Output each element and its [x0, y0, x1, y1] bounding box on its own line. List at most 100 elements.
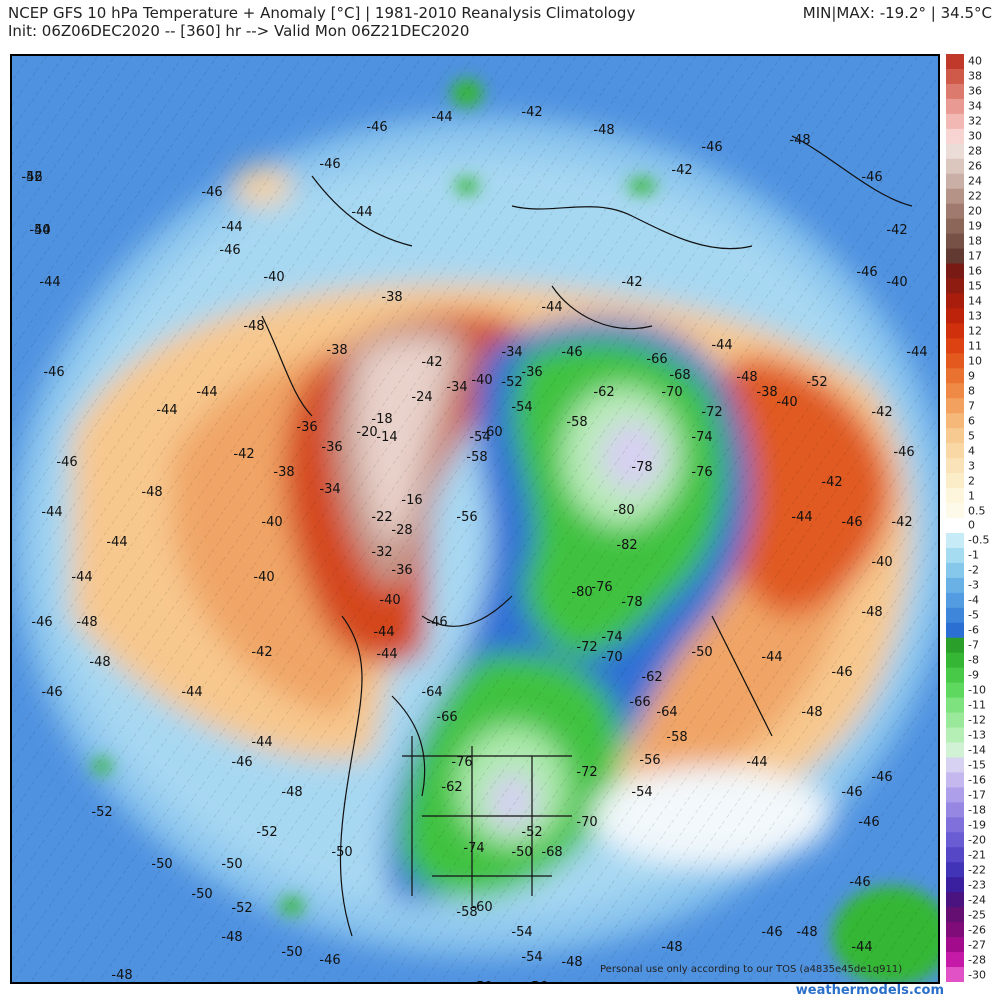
contour-label: -42 [251, 645, 272, 660]
contour-label: -48 [76, 615, 97, 630]
contour-label: -50 [191, 887, 212, 902]
contour-label: -40 [886, 275, 907, 290]
contour-label: -46 [201, 185, 222, 200]
contour-label: -62 [641, 670, 662, 685]
contour-label: -40 [263, 270, 284, 285]
contour-label: -40 [776, 395, 797, 410]
colorbar-label: 14 [968, 294, 982, 308]
colorbar-label: 28 [968, 144, 982, 158]
colorbar-swatch [946, 143, 964, 160]
contour-label: -44 [29, 223, 50, 238]
contour-label: -40 [261, 515, 282, 530]
contour-label: -32 [371, 545, 392, 560]
contour-label: -46 [426, 615, 447, 630]
contour-label: -46 [841, 785, 862, 800]
map-canvas: -46 -44 -44 -46 -46 -44 -44 -46 -48 -48 -46 -44 -48 -… [12, 56, 938, 982]
colorbar-label: 2 [968, 474, 975, 488]
colorbar-label: 1 [968, 489, 975, 503]
contour-label: -44 [791, 510, 812, 525]
contour-label: -48 [661, 940, 682, 955]
colorbar-swatch [946, 413, 964, 429]
contour-label: -74 [601, 630, 622, 645]
colorbar-swatch [946, 488, 964, 504]
colorbar-swatch [946, 278, 964, 294]
contour-label: -44 [431, 110, 452, 125]
contour-label: -72 [701, 405, 722, 420]
colorbar-label: -5 [968, 608, 979, 622]
contour-label: -44 [251, 735, 272, 750]
colorbar-swatch [946, 922, 964, 938]
contour-label: -58 [456, 905, 477, 920]
contour-label: -46 [231, 755, 252, 770]
contour-label: -44 [851, 940, 872, 955]
contour-label: -80 [571, 585, 592, 600]
colorbar-label: -26 [968, 923, 986, 937]
contour-labels: -46 -44 -44 -46 -46 -44 -44 -46 -48 -48 -46 -44 -48 -… [21, 105, 927, 982]
contour-label: -54 [631, 785, 652, 800]
colorbar-swatch [946, 188, 964, 205]
contour-label: -54 [469, 430, 490, 445]
contour-label: -46 [701, 140, 722, 155]
colorbar-swatch [946, 772, 964, 788]
contour-label: -78 [621, 595, 642, 610]
contour-label: -54 [511, 400, 532, 415]
colorbar-label: 0 [968, 518, 975, 532]
colorbar-swatch [946, 158, 964, 175]
contour-label: -44 [761, 650, 782, 665]
contour-label: -48 [561, 955, 582, 970]
contour-label: -50 [511, 845, 532, 860]
colorbar-label: 16 [968, 264, 982, 278]
colorbar-label: 19 [968, 219, 982, 233]
contour-label: -56 [456, 510, 477, 525]
colorbar-label: -1 [968, 548, 979, 562]
colorbar-swatch [946, 128, 964, 145]
contour-label: -38 [273, 465, 294, 480]
contour-label: -18 [371, 412, 392, 427]
colorbar-label: -17 [968, 788, 986, 802]
contour-label: -46 [366, 120, 387, 135]
contour-label: -44 [906, 345, 927, 360]
colorbar-swatch [946, 562, 964, 579]
colorbar-swatch [946, 967, 964, 982]
contour-label: -38 [756, 385, 777, 400]
colorbar-label: -18 [968, 803, 986, 817]
colorbar-label: -10 [968, 683, 986, 697]
colorbar-label: -25 [968, 908, 986, 922]
colorbar-swatch [946, 907, 964, 923]
colorbar-swatch [946, 532, 964, 549]
contour-label: -58 [466, 450, 487, 465]
brand-link[interactable]: weathermodels.com [795, 983, 944, 998]
colorbar-swatch [946, 832, 964, 848]
colorbar-swatch [946, 847, 964, 863]
colorbar-swatch [946, 802, 964, 818]
colorbar-label: 30 [968, 129, 982, 143]
colorbar-swatch [946, 937, 964, 953]
colorbar-swatch [946, 233, 964, 250]
map-run-info: Init: 06Z06DEC2020 -- [360] hr --> Valid… [8, 22, 470, 40]
colorbar-label: -2 [968, 563, 979, 577]
colorbar-label: 9 [968, 369, 975, 383]
contour-label: -36 [296, 420, 317, 435]
contour-label: -44 [196, 385, 217, 400]
contour-label: -54 [521, 950, 542, 965]
colorbar-swatch [946, 68, 964, 85]
contour-label: -48 [281, 785, 302, 800]
contour-label: -46 [561, 345, 582, 360]
colorbar-label: 8 [968, 384, 975, 398]
contour-label: -52 [521, 825, 542, 840]
colorbar-swatch [946, 607, 964, 624]
colorbar-label: -28 [968, 953, 986, 967]
colorbar-labels: 40 38 36 34 32 30 28 26 24 22 20 19 18 17 16 15 14 13 12 11… [968, 54, 998, 982]
contour-label: -50 [471, 980, 492, 982]
contour-label: -70 [576, 815, 597, 830]
contour-label: -50 [221, 857, 242, 872]
contour-label: -52 [806, 375, 827, 390]
colorbar-swatch [946, 368, 964, 384]
colorbar-label: 36 [968, 84, 982, 98]
contour-label: -24 [411, 390, 432, 405]
contour-label: -46 [849, 875, 870, 890]
contour-label: -44 [711, 338, 732, 353]
contour-label: -46 [319, 953, 340, 968]
colorbar-swatch [946, 338, 964, 354]
colorbar-label: 24 [968, 174, 982, 188]
